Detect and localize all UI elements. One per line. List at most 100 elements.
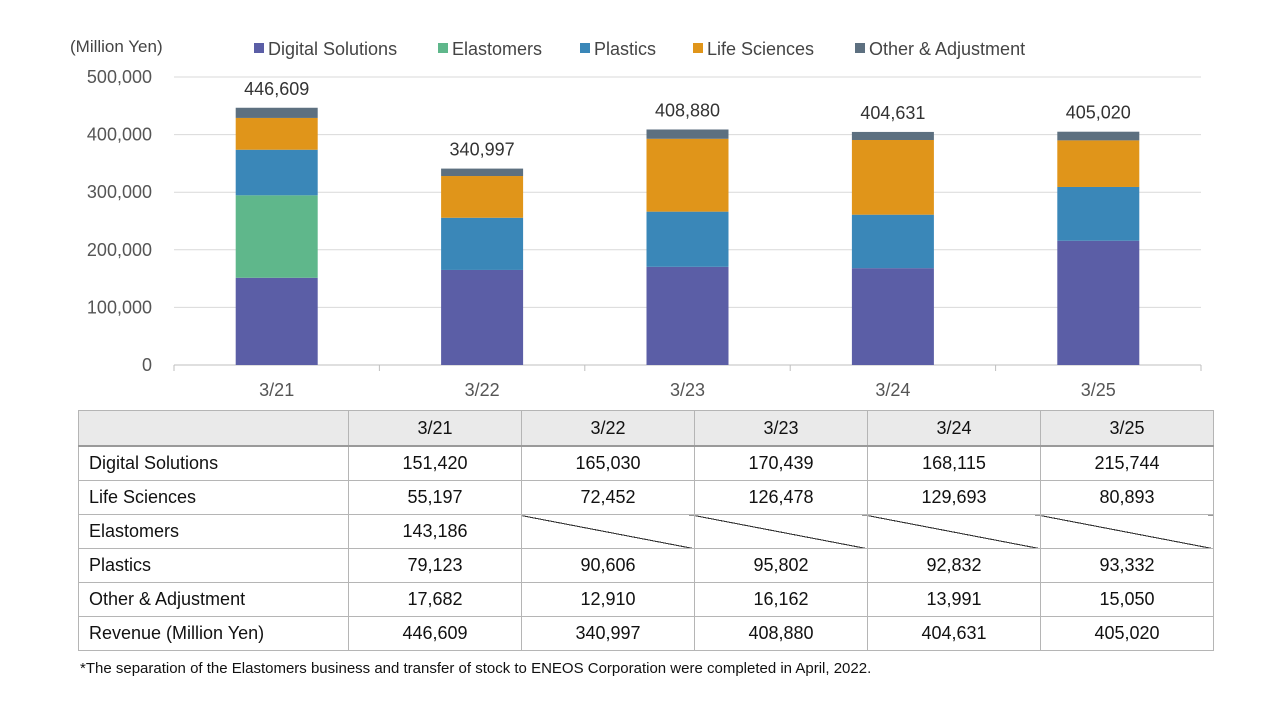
bar-total-label: 408,880 <box>655 100 720 120</box>
table-cell: 72,452 <box>521 480 695 515</box>
bar-segment <box>441 168 524 177</box>
table-cell: 55,197 <box>348 480 522 515</box>
table-cell: 408,880 <box>694 616 868 651</box>
table-cell: 92,832 <box>867 548 1041 583</box>
table-cell: 13,991 <box>867 582 1041 617</box>
table-cell: 340,997 <box>521 616 695 651</box>
table-cell: 16,162 <box>694 582 868 617</box>
legend-swatch <box>693 43 703 53</box>
x-category-label: 3/21 <box>259 380 294 400</box>
bar-segment <box>646 138 729 212</box>
bar-segment <box>1057 131 1140 141</box>
table-cell: 165,030 <box>521 445 695 481</box>
y-tick-label: 200,000 <box>87 240 152 260</box>
y-tick-label: 300,000 <box>87 182 152 202</box>
table-cell-not-applicable <box>1040 514 1214 549</box>
table-col-header: 3/24 <box>867 410 1041 447</box>
table-row: Plastics 79,123 90,606 95,802 92,832 93,332 <box>78 548 1214 583</box>
bar-segment <box>235 195 318 278</box>
table-row-label: Other & Adjustment <box>78 582 349 617</box>
table-cell: 80,893 <box>1040 480 1214 515</box>
bar-segment <box>646 129 729 139</box>
legend-item: Plastics <box>580 39 656 59</box>
legend-item: Digital Solutions <box>254 39 397 59</box>
legend-label: Digital Solutions <box>268 39 397 59</box>
table-row: Digital Solutions 151,420 165,030 170,439 16… <box>78 445 1214 481</box>
legend-item: Other & Adjustment <box>855 39 1025 59</box>
table-row: Other & Adjustment 17,682 12,910 16,162 13,9… <box>78 582 1214 617</box>
table-cell: 143,186 <box>348 514 522 549</box>
table-row-label: Digital Solutions <box>78 445 349 481</box>
table-row: Life Sciences 55,197 72,452 126,478 129,693 8… <box>78 480 1214 515</box>
bar-total-label: 405,020 <box>1066 103 1131 123</box>
table-cell: 15,050 <box>1040 582 1214 617</box>
y-tick-label: 100,000 <box>87 297 152 317</box>
y-tick-label: 400,000 <box>87 125 152 145</box>
table-col-header: 3/25 <box>1040 410 1214 447</box>
table-cell: 151,420 <box>348 445 522 481</box>
legend-swatch <box>438 43 448 53</box>
revenue-table: 3/21 3/22 3/23 3/24 3/25 Digital Solutio… <box>78 410 1214 651</box>
footnote: *The separation of the Elastomers busine… <box>80 660 872 677</box>
table-row-label: Life Sciences <box>78 480 349 515</box>
bar-segment <box>1057 240 1140 365</box>
x-category-label: 3/25 <box>1081 380 1116 400</box>
table-cell: 170,439 <box>694 445 868 481</box>
bar-segment <box>441 269 524 365</box>
bar-segment <box>235 149 318 196</box>
table-row: Elastomers 143,186 <box>78 514 1214 549</box>
table-col-header: 3/23 <box>694 410 868 447</box>
table-cell-not-applicable <box>521 514 695 549</box>
table-corner-cell <box>78 410 349 447</box>
table-col-header: 3/22 <box>521 410 695 447</box>
legend-swatch <box>580 43 590 53</box>
table-row-label: Elastomers <box>78 514 349 549</box>
table-cell: 446,609 <box>348 616 522 651</box>
bar-segment <box>441 217 524 270</box>
table-row: Revenue (Million Yen) 446,609 340,997 408,8… <box>78 616 1214 651</box>
bar-segment <box>851 131 934 140</box>
table-cell: 79,123 <box>348 548 522 583</box>
stacked-bar-chart: 0 100,000 200,000 300,000 400,000 500,000 (Mil… <box>70 37 1202 400</box>
legend-swatch <box>855 43 865 53</box>
legend-label: Life Sciences <box>707 39 814 59</box>
bar-segment <box>646 266 729 365</box>
legend-label: Elastomers <box>452 39 542 59</box>
y-tick-label: 500,000 <box>87 67 152 87</box>
y-axis-unit-label: (Million Yen) <box>70 37 163 56</box>
bar-segment <box>1057 140 1140 187</box>
table-cell: 93,332 <box>1040 548 1214 583</box>
legend-label: Other & Adjustment <box>869 39 1025 59</box>
table-cell: 126,478 <box>694 480 868 515</box>
table-cell: 405,020 <box>1040 616 1214 651</box>
table-cell: 404,631 <box>867 616 1041 651</box>
table-cell-not-applicable <box>867 514 1041 549</box>
legend-label: Plastics <box>594 39 656 59</box>
bar-segment <box>441 176 524 218</box>
x-category-label: 3/23 <box>670 380 705 400</box>
bar-segment <box>851 214 934 269</box>
legend-item: Elastomers <box>438 39 542 59</box>
table-cell: 90,606 <box>521 548 695 583</box>
table-cell: 129,693 <box>867 480 1041 515</box>
legend-item: Life Sciences <box>693 39 814 59</box>
bar-segment <box>235 117 318 150</box>
bar-total-label: 446,609 <box>244 79 309 99</box>
table-cell: 12,910 <box>521 582 695 617</box>
table-cell: 168,115 <box>867 445 1041 481</box>
table-cell-not-applicable <box>694 514 868 549</box>
table-row-label: Revenue (Million Yen) <box>78 616 349 651</box>
bar-segment <box>1057 186 1140 241</box>
table-cell: 95,802 <box>694 548 868 583</box>
bar-total-label: 404,631 <box>860 103 925 123</box>
bar-segment <box>235 107 318 118</box>
bar-segment <box>646 211 729 267</box>
x-category-label: 3/24 <box>875 380 910 400</box>
table-cell: 215,744 <box>1040 445 1214 481</box>
bar-total-label: 340,997 <box>450 140 515 160</box>
table-row-label: Plastics <box>78 548 349 583</box>
table-header-row: 3/21 3/22 3/23 3/24 3/25 <box>78 410 1214 447</box>
bar-segment <box>235 277 318 365</box>
bar-segment <box>851 139 934 215</box>
table-col-header: 3/21 <box>348 410 522 447</box>
